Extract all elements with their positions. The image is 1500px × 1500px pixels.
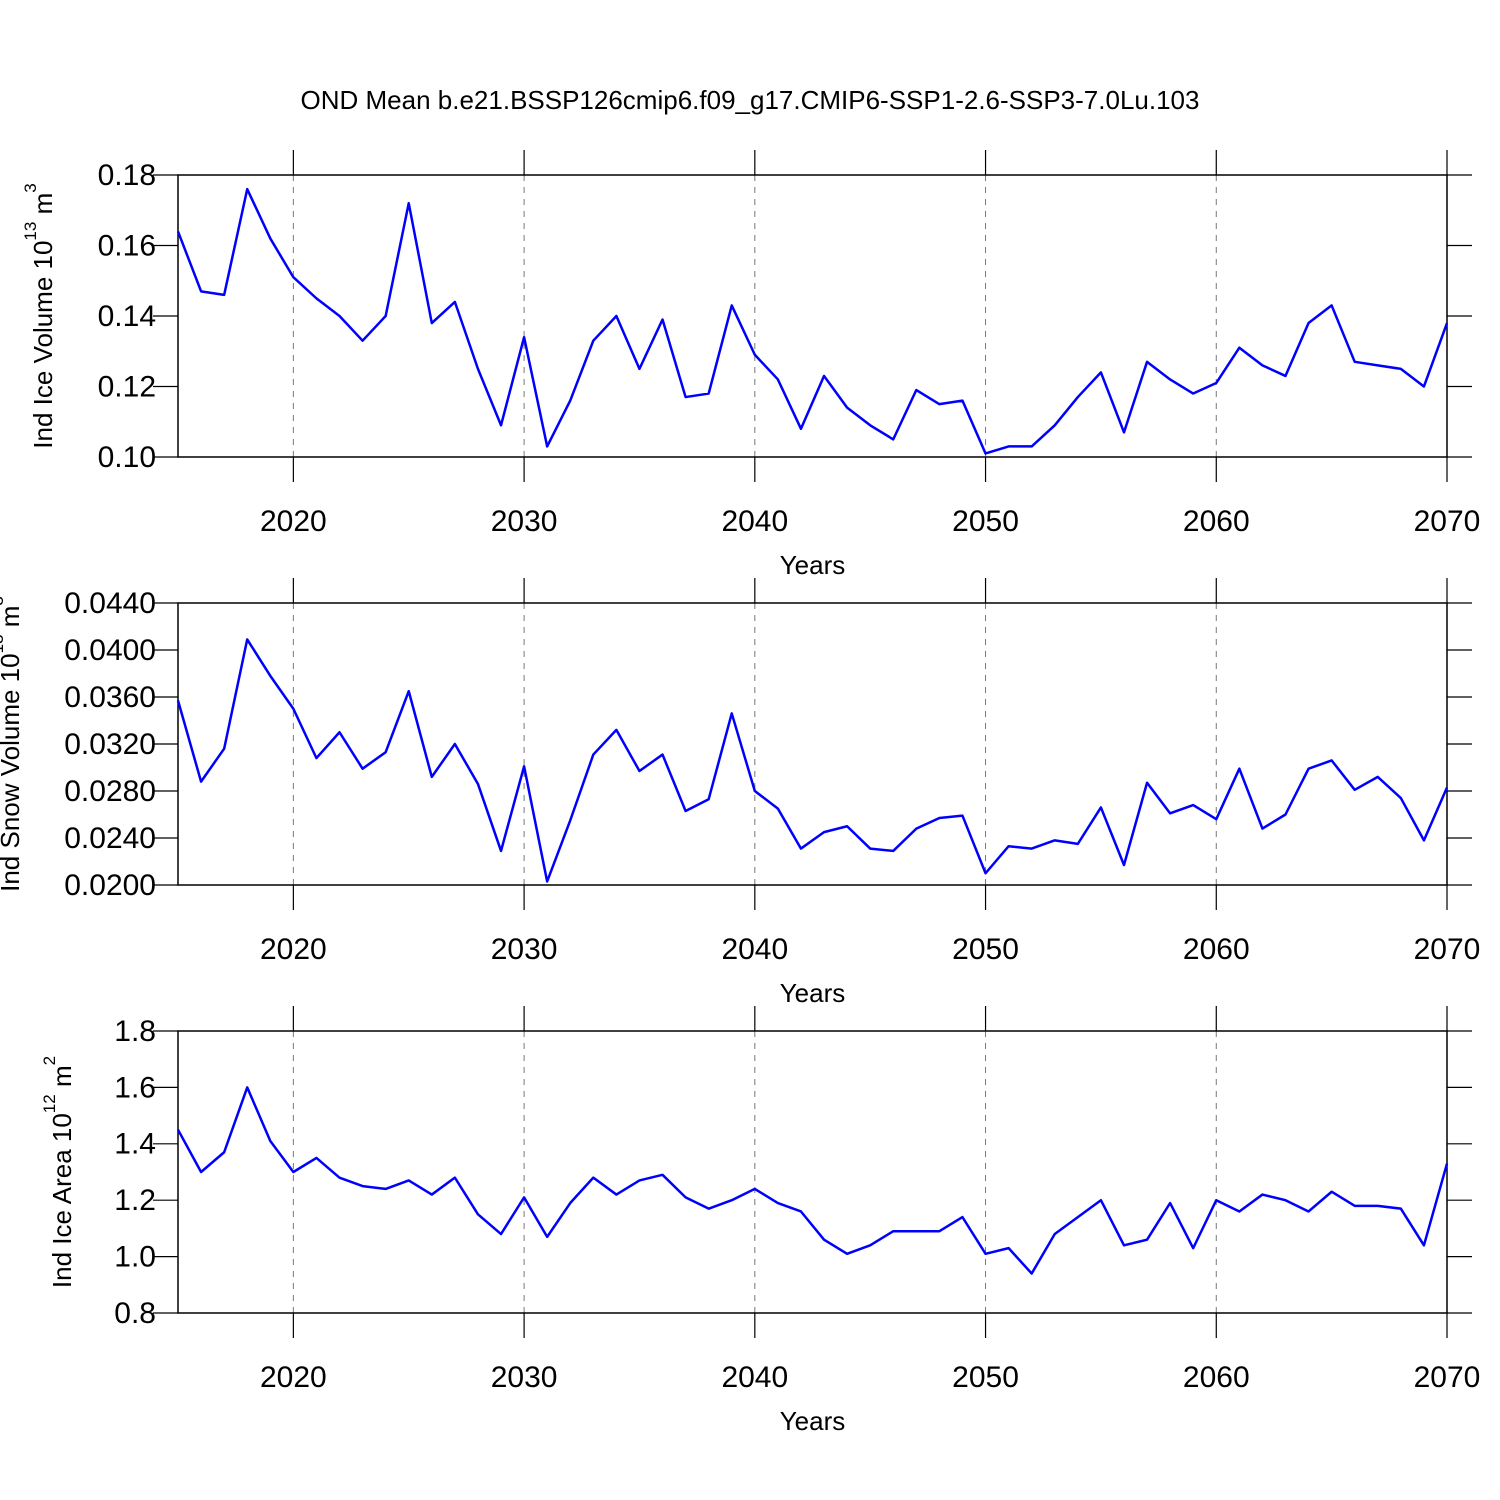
y-tick-label: 0.0440 xyxy=(64,587,156,620)
x-tick-label: 2020 xyxy=(260,505,327,538)
x-axis-label: Years xyxy=(780,1406,846,1436)
x-tick-label: 2030 xyxy=(491,1361,558,1394)
y-tick-label: 1.8 xyxy=(114,1015,156,1048)
y-tick-label: 0.16 xyxy=(98,229,156,262)
y-tick-label: 0.14 xyxy=(98,300,156,333)
x-axis-label: Years xyxy=(780,550,846,580)
y-tick-label: 0.0240 xyxy=(64,822,156,855)
y-tick-label: 0.12 xyxy=(98,370,156,403)
y-tick-label: 1.4 xyxy=(114,1128,156,1161)
x-tick-label: 2030 xyxy=(491,505,558,538)
x-tick-label: 2060 xyxy=(1183,933,1250,966)
y-axis-label-superscript: 3 xyxy=(21,183,40,192)
x-tick-label: 2070 xyxy=(1414,933,1481,966)
data-line xyxy=(176,187,1449,455)
y-axis-label-part: m xyxy=(0,606,25,635)
y-axis-label-superscript: 2 xyxy=(40,1056,59,1065)
y-tick-label: 1.2 xyxy=(114,1184,156,1217)
x-tick-label: 2070 xyxy=(1414,505,1481,538)
y-axis-label-part: m xyxy=(28,193,58,222)
x-tick-label: 2040 xyxy=(721,1361,788,1394)
y-axis-label-part: Ind Ice Volume 10 xyxy=(28,241,58,449)
y-axis-label-superscript: 3 xyxy=(0,596,7,605)
y-axis-label: Ind Snow Volume 1013 m3 xyxy=(0,596,25,892)
y-tick-label: 0.0400 xyxy=(64,634,156,667)
x-tick-label: 2040 xyxy=(721,933,788,966)
y-axis-label-part: Ind Ice Area 10 xyxy=(47,1113,77,1288)
x-tick-label: 2050 xyxy=(952,1361,1019,1394)
y-axis-label: Ind Ice Volume 1013 m3 xyxy=(21,183,58,448)
x-tick-label: 2040 xyxy=(721,505,788,538)
chart-title: OND Mean b.e21.BSSP126cmip6.f09_g17.CMIP… xyxy=(301,85,1200,115)
x-tick-label: 2070 xyxy=(1414,1361,1481,1394)
y-axis-label: Ind Ice Area 1012 m2 xyxy=(40,1056,77,1288)
y-axis-label-part: m xyxy=(47,1065,77,1094)
plot-frame xyxy=(177,602,1448,886)
x-tick-label: 2060 xyxy=(1183,505,1250,538)
y-axis-label-part: Ind Snow Volume 10 xyxy=(0,653,25,892)
x-tick-label: 2020 xyxy=(260,1361,327,1394)
y-tick-label: 0.0280 xyxy=(64,775,156,808)
y-tick-label: 1.0 xyxy=(114,1241,156,1274)
data-line xyxy=(176,638,1449,883)
y-axis-label-superscript: 13 xyxy=(0,634,7,653)
y-axis-label-superscript: 12 xyxy=(40,1094,59,1113)
plot-frame xyxy=(177,1030,1448,1314)
x-tick-label: 2060 xyxy=(1183,1361,1250,1394)
y-tick-label: 1.6 xyxy=(114,1071,156,1104)
y-tick-label: 0.8 xyxy=(114,1297,156,1330)
y-tick-label: 0.0320 xyxy=(64,728,156,761)
y-tick-label: 0.18 xyxy=(98,159,156,192)
x-tick-label: 2030 xyxy=(491,933,558,966)
y-tick-label: 0.10 xyxy=(98,441,156,474)
x-axis-label: Years xyxy=(780,978,846,1008)
y-axis-label-superscript: 13 xyxy=(21,222,40,241)
data-line xyxy=(176,1086,1449,1275)
x-tick-label: 2020 xyxy=(260,933,327,966)
y-tick-label: 0.0200 xyxy=(64,869,156,902)
plot-frame xyxy=(177,174,1448,458)
x-tick-label: 2050 xyxy=(952,505,1019,538)
y-tick-label: 0.0360 xyxy=(64,681,156,714)
x-tick-label: 2050 xyxy=(952,933,1019,966)
